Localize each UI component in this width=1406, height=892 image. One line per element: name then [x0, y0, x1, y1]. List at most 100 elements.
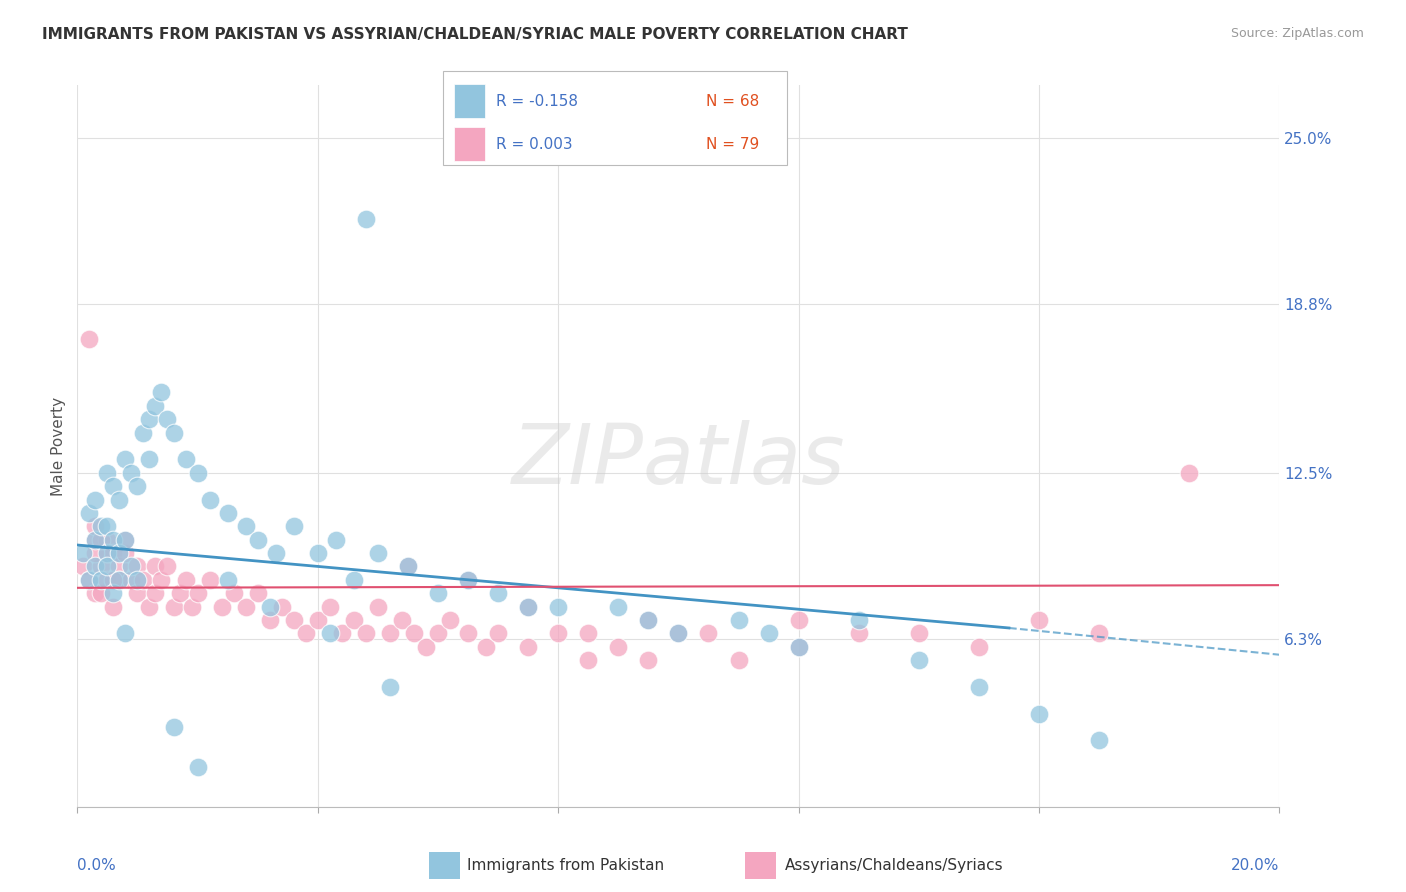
- Point: [1028, 706, 1050, 721]
- Point: [402, 626, 425, 640]
- Point: [1088, 733, 1111, 747]
- Point: [967, 680, 990, 694]
- Point: [697, 626, 720, 640]
- Point: [246, 586, 269, 600]
- Point: [84, 533, 107, 547]
- Point: [235, 519, 257, 533]
- Point: [967, 640, 990, 654]
- Point: [103, 546, 125, 560]
- Point: [72, 546, 94, 560]
- Point: [138, 599, 160, 614]
- Point: [396, 559, 419, 574]
- Point: [637, 613, 659, 627]
- Point: [103, 573, 125, 587]
- Y-axis label: Male Poverty: Male Poverty: [51, 396, 66, 496]
- Point: [547, 626, 569, 640]
- Point: [79, 506, 101, 520]
- Point: [1178, 466, 1201, 480]
- Point: [186, 466, 209, 480]
- Point: [84, 492, 107, 507]
- Point: [294, 626, 316, 640]
- Point: [114, 546, 136, 560]
- Point: [270, 599, 292, 614]
- Point: [174, 452, 197, 467]
- Point: [108, 492, 131, 507]
- Point: [120, 466, 142, 480]
- Point: [180, 599, 202, 614]
- Point: [787, 613, 810, 627]
- Point: [727, 613, 749, 627]
- Point: [908, 653, 931, 667]
- Point: [156, 412, 179, 426]
- Point: [727, 653, 749, 667]
- Point: [84, 533, 107, 547]
- Point: [307, 546, 329, 560]
- Point: [198, 492, 221, 507]
- Text: R = 0.003: R = 0.003: [496, 136, 582, 152]
- Text: N = 68: N = 68: [706, 94, 759, 109]
- Point: [114, 533, 136, 547]
- Point: [517, 599, 540, 614]
- Point: [162, 720, 184, 734]
- Point: [186, 586, 209, 600]
- Point: [367, 546, 389, 560]
- Point: [217, 506, 239, 520]
- Point: [378, 626, 401, 640]
- Point: [283, 519, 305, 533]
- Point: [576, 653, 599, 667]
- Point: [120, 573, 142, 587]
- Point: [1028, 613, 1050, 627]
- Point: [108, 559, 131, 574]
- Point: [96, 546, 118, 560]
- Point: [127, 479, 149, 493]
- Point: [211, 599, 233, 614]
- Point: [1088, 626, 1111, 640]
- Point: [114, 533, 136, 547]
- Point: [156, 559, 179, 574]
- Point: [758, 626, 780, 640]
- Point: [114, 452, 136, 467]
- Point: [90, 519, 112, 533]
- Point: [637, 613, 659, 627]
- Point: [150, 385, 173, 400]
- Point: [127, 586, 149, 600]
- Point: [132, 573, 155, 587]
- Point: [150, 573, 173, 587]
- Point: [547, 599, 569, 614]
- Point: [439, 613, 461, 627]
- Point: [908, 626, 931, 640]
- Point: [307, 613, 329, 627]
- Point: [96, 519, 118, 533]
- Point: [120, 559, 142, 574]
- Text: ZIPatlas: ZIPatlas: [512, 420, 845, 501]
- Point: [607, 640, 630, 654]
- Point: [96, 559, 118, 574]
- Text: Immigrants from Pakistan: Immigrants from Pakistan: [467, 858, 664, 872]
- Point: [108, 573, 131, 587]
- Point: [378, 680, 401, 694]
- Point: [457, 573, 479, 587]
- Point: [103, 479, 125, 493]
- Point: [103, 599, 125, 614]
- Point: [162, 425, 184, 440]
- Point: [787, 640, 810, 654]
- Point: [367, 599, 389, 614]
- Point: [415, 640, 437, 654]
- Point: [475, 640, 498, 654]
- Point: [457, 573, 479, 587]
- Point: [145, 559, 167, 574]
- Point: [325, 533, 347, 547]
- Point: [486, 586, 509, 600]
- Point: [259, 599, 281, 614]
- Point: [138, 452, 160, 467]
- Point: [186, 760, 209, 774]
- Point: [576, 626, 599, 640]
- Point: [235, 599, 257, 614]
- Point: [108, 573, 131, 587]
- Point: [607, 599, 630, 614]
- Point: [84, 559, 107, 574]
- Point: [391, 613, 413, 627]
- Point: [84, 519, 107, 533]
- Text: N = 79: N = 79: [706, 136, 759, 152]
- Point: [222, 586, 245, 600]
